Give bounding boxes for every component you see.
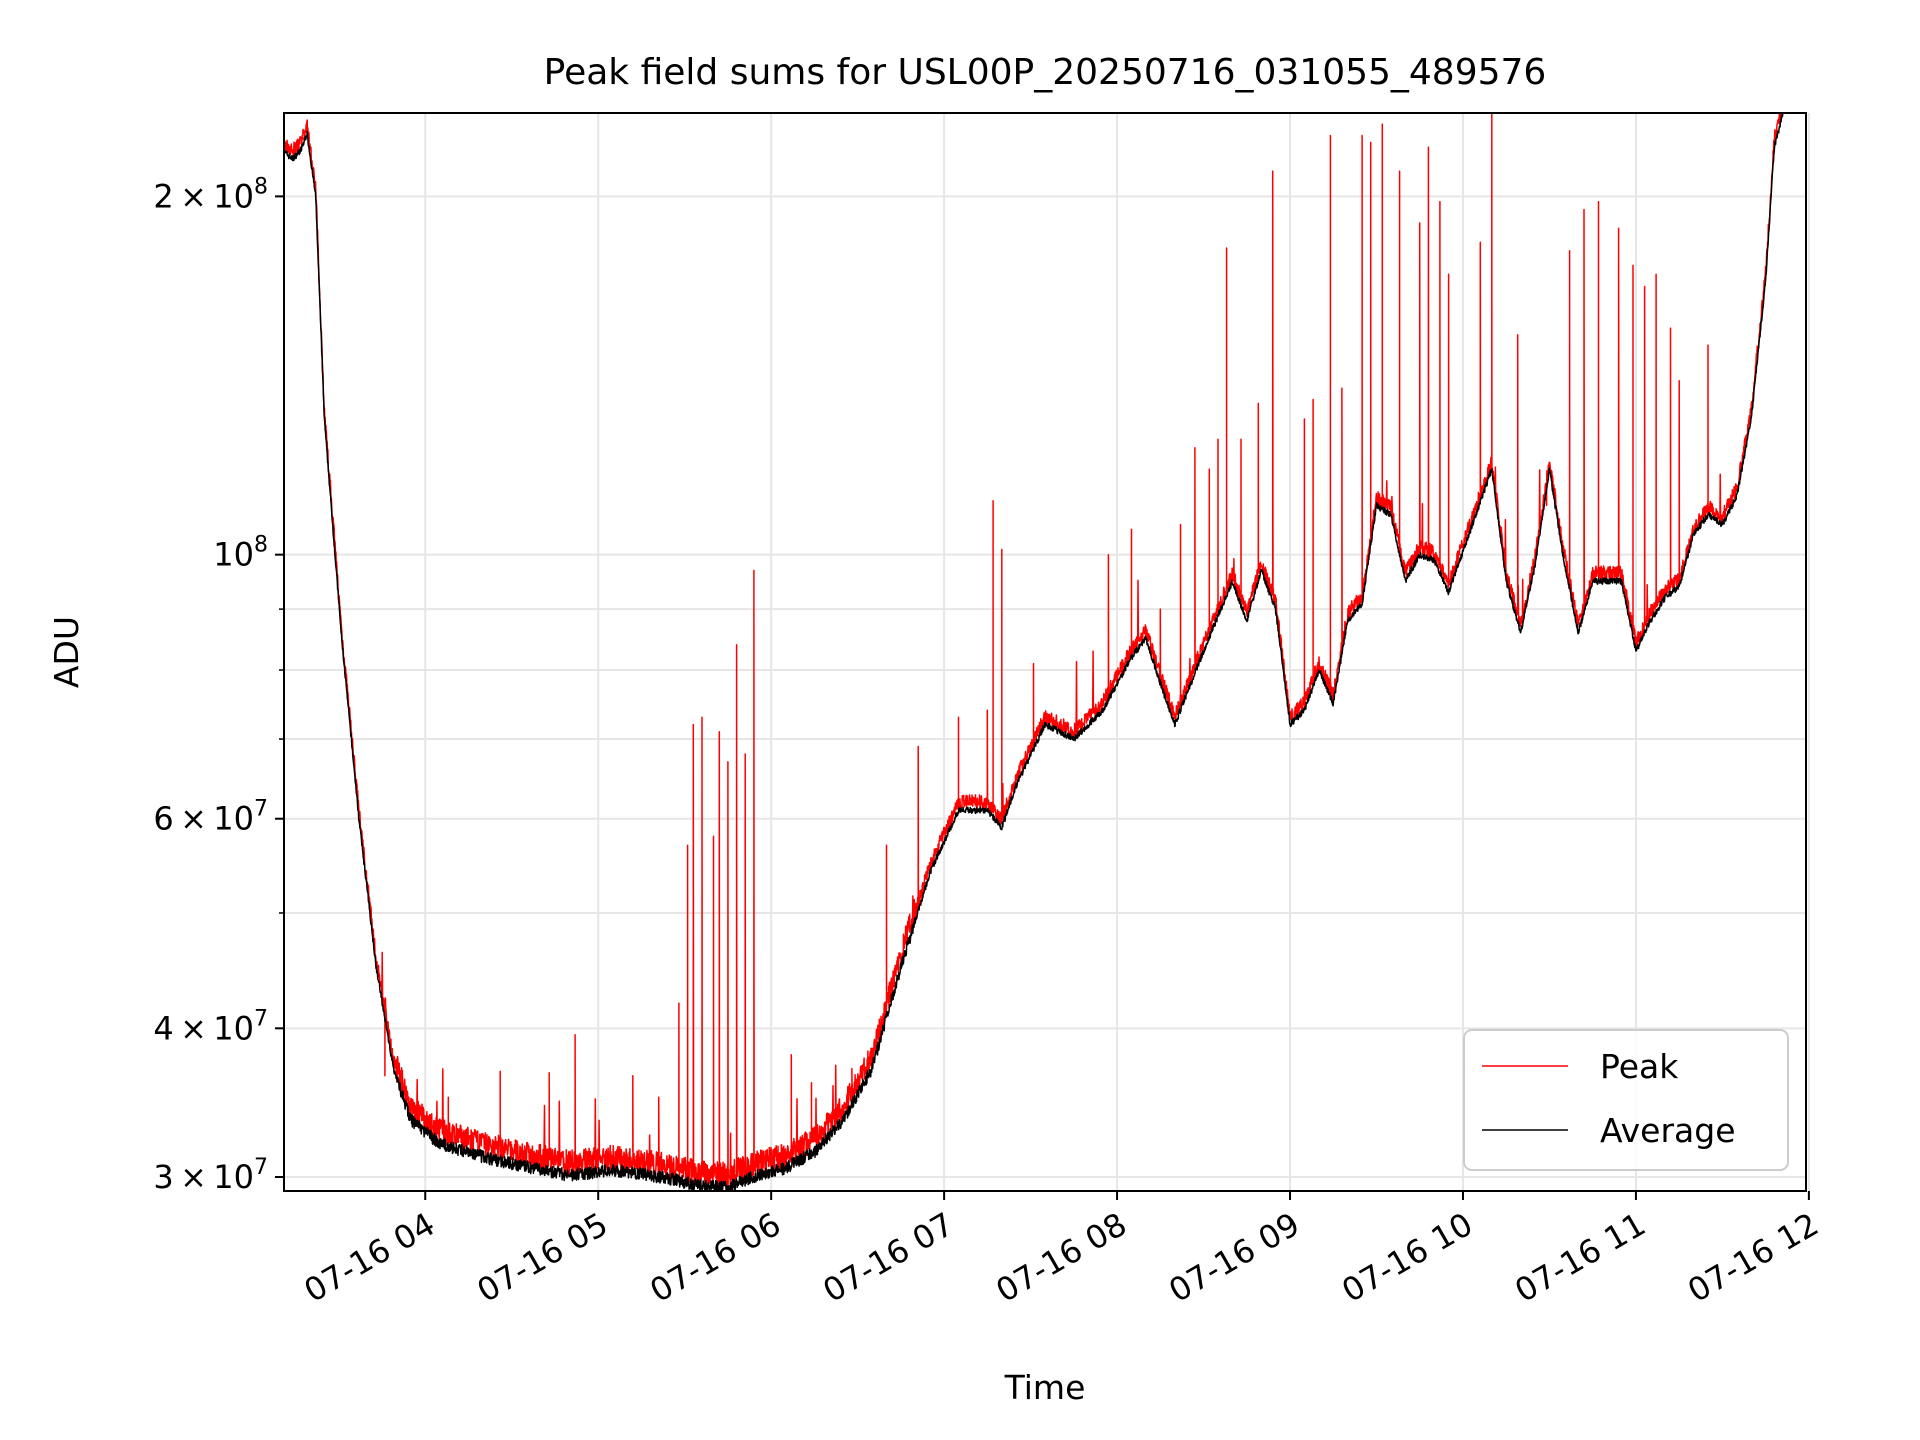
plot-frame xyxy=(283,112,1807,1192)
chart-title: Peak field sums for USL00P_20250716_0310… xyxy=(544,52,1547,93)
y-axis-label: ADU xyxy=(47,616,86,688)
legend-box xyxy=(1463,1029,1789,1171)
x-axis-label: Time xyxy=(1004,1368,1086,1407)
y-tick-label: 2 × 108 xyxy=(153,174,268,215)
legend-label-peak: Peak xyxy=(1600,1047,1679,1086)
legend-label-average: Average xyxy=(1600,1111,1736,1150)
series-line-average xyxy=(284,113,1784,1191)
y-tick-label: 4 × 107 xyxy=(153,1006,268,1047)
y-tick-label: 108 xyxy=(213,533,268,574)
legend: Peak Average xyxy=(1463,1029,1789,1171)
y-tick-label: 3 × 107 xyxy=(153,1155,268,1196)
grid-lines xyxy=(284,113,1810,1191)
y-tick-label: 6 × 107 xyxy=(153,797,268,838)
y-axis-ticks: 3 × 107 4 × 107 6 × 107 108 2 × 108 xyxy=(153,174,284,1196)
series-line-peak xyxy=(284,113,1782,1188)
